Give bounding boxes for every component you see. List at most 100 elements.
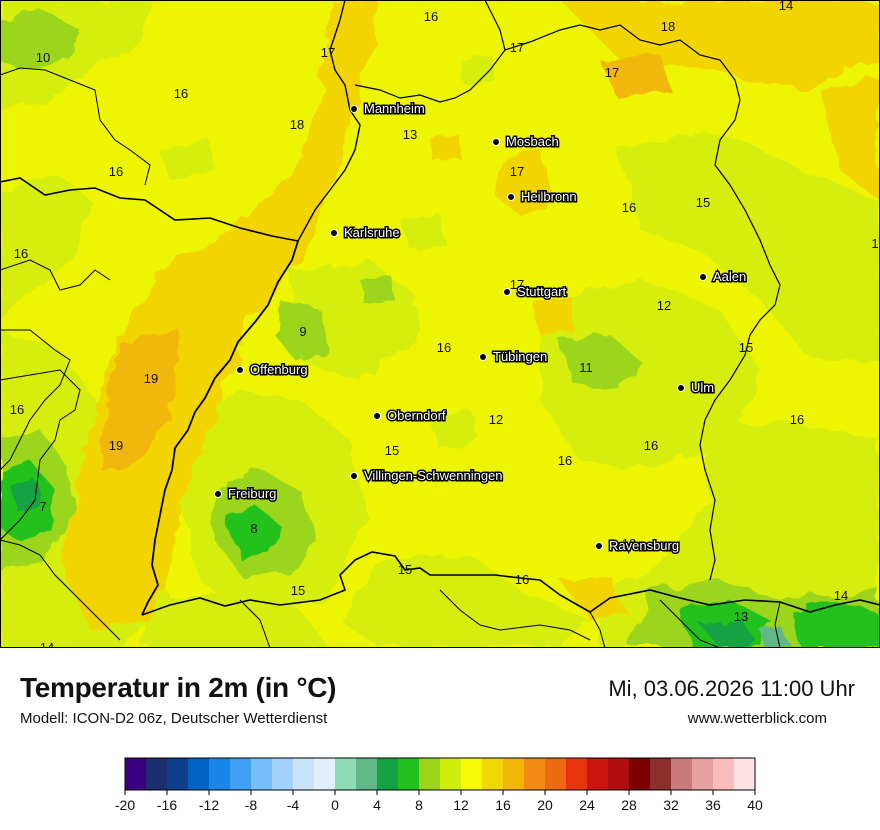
legend-swatch [608,758,630,790]
legend-swatch [146,758,168,790]
temperature-value: 15 [739,340,753,355]
temperature-value: 13 [622,536,636,551]
city-label: Mosbach [506,134,559,149]
legend-swatch [482,758,504,790]
legend-swatch [335,758,357,790]
city-label: Ulm [691,380,714,395]
legend-tick-label: -16 [157,797,177,813]
city-dot [373,412,381,420]
map-title: Temperatur in 2m (in °C) [20,672,337,703]
legend-tick-label: 12 [453,797,469,813]
temperature-value: 16 [515,572,529,587]
temperature-field [0,0,880,648]
legend-swatch [272,758,294,790]
legend-tick-label: 4 [373,797,381,813]
temperature-value: 16 [622,200,636,215]
temperature-value: 12 [489,412,503,427]
city-ulm: Ulm [677,379,716,397]
temperature-value: 10 [36,50,50,65]
temperature-value: 16 [174,86,188,101]
city-villingen-schwenningen: Villingen-Schwenningen [350,467,504,485]
city-freiburg: Freiburg [214,485,278,503]
city-dot [236,366,244,374]
temperature-value: 15 [398,562,412,577]
legend-swatch [545,758,567,790]
city-label: Heilbronn [521,189,577,204]
temperature-value: 16 [424,9,438,24]
legend-swatch [188,758,210,790]
legend-tick-label: 24 [579,797,595,813]
temperature-value: 13 [734,609,748,624]
city-oberndorf: Oberndorf [373,407,447,425]
city-label: Karlsruhe [344,225,400,240]
legend-tick-label: -4 [287,797,300,813]
temperature-value: 14 [40,640,54,648]
temperature-value: 19 [144,371,158,386]
legend-swatch [125,758,147,790]
city-dot [503,288,511,296]
legend-swatch [629,758,651,790]
temperature-value: 16 [558,453,572,468]
legend-swatch [377,758,399,790]
legend-swatch [503,758,525,790]
city-heilbronn: Heilbronn [507,188,578,206]
legend-tick-label: 8 [415,797,423,813]
temperature-value: 16 [109,164,123,179]
legend-swatch [461,758,483,790]
city-label: Stuttgart [517,284,567,299]
temperature-value: 14 [779,0,793,13]
city-dot [507,193,515,201]
city-ravensburg: Ravensburg [595,537,681,555]
temperature-value: 9 [299,324,306,339]
legend-swatch [524,758,546,790]
temperature-value: 11 [579,360,593,375]
website-link[interactable]: www.wetterblick.com [687,710,827,727]
legend-swatch [230,758,252,790]
legend-swatch [251,758,273,790]
temperature-value: 19 [109,438,123,453]
city-dot [492,138,500,146]
legend-tick-label: 28 [621,797,637,813]
forecast-datetime: Mi, 03.06.2026 11:00 Uhr [608,676,855,701]
city-label: Freiburg [228,486,276,501]
temperature-value: 7 [39,499,46,514]
legend-tick-label: 36 [705,797,721,813]
city-label: Ravensburg [609,538,679,553]
temperature-value: 16 [644,438,658,453]
city-mosbach: Mosbach [492,133,560,151]
legend-swatch [440,758,462,790]
temperature-value: 1 [871,236,878,251]
city-karlsruhe: Karlsruhe [330,224,401,242]
legend-swatch [209,758,231,790]
city-offenburg: Offenburg [236,361,309,379]
temperature-value: 15 [696,195,710,210]
legend-swatch [713,758,735,790]
city-aalen: Aalen [699,268,748,286]
temperature-value: 17 [605,65,619,80]
legend-tick-label: 0 [331,797,339,813]
legend-swatch [293,758,315,790]
temperature-value: 16 [10,402,24,417]
legend-tick-label: -8 [245,797,258,813]
city-markers: Mannheim Mosbach Heilbronn Karlsruhe Stuttga… [214,100,748,555]
city-dot [699,273,707,281]
legend-swatch [734,758,756,790]
legend-swatch [314,758,336,790]
color-legend: -20 -16 -12 -8 -4 0 4 8 12 16 20 24 28 32 36 40 [115,757,763,813]
legend-swatch [650,758,672,790]
city-dot [479,353,487,361]
city-dot [595,542,603,550]
city-dot [677,384,685,392]
city-t-bingen: Tübingen [479,348,549,366]
temperature-value: 16 [437,340,451,355]
temperature-value: 17 [321,45,335,60]
legend-swatch [692,758,714,790]
legend-swatch [566,758,588,790]
temperature-value: 18 [290,117,304,132]
temperature-value: 8 [250,521,257,536]
temperature-value: 14 [834,588,848,603]
legend-swatch [587,758,609,790]
temperature-value: 17 [510,277,524,292]
